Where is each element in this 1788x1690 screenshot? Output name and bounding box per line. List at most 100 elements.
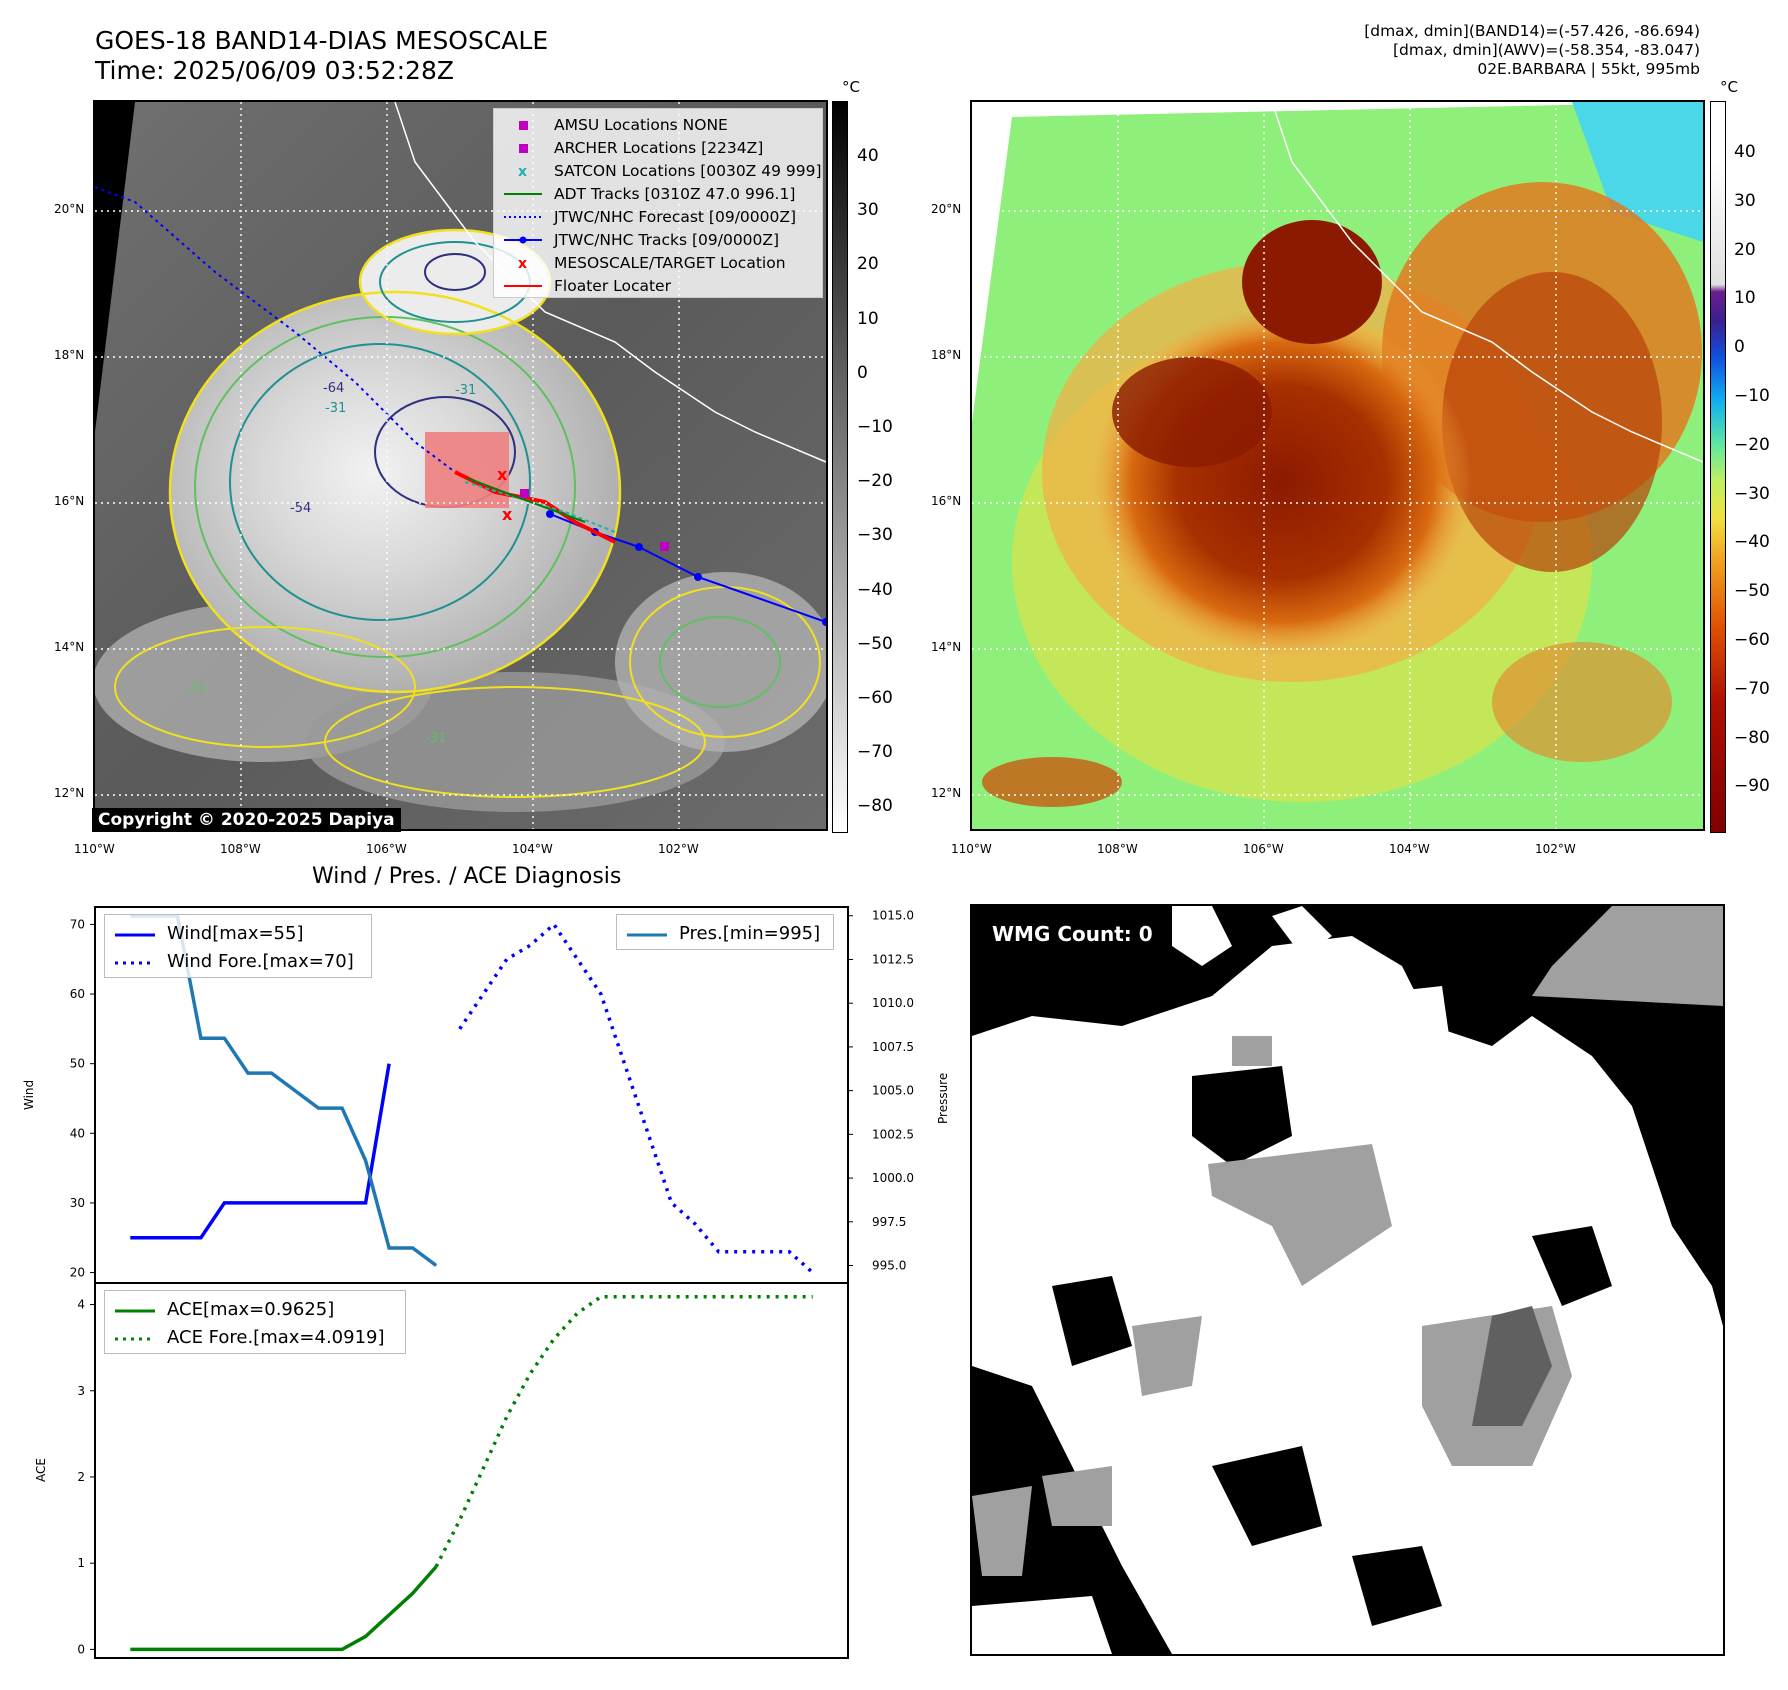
- lat-label: 20°N: [54, 202, 85, 216]
- ir-colorbar-tick: −80: [857, 796, 893, 817]
- awv-colorbar-tick: −40: [1734, 532, 1770, 553]
- svg-text:x: x: [518, 164, 527, 178]
- ir-colorbar-tick: 30: [857, 200, 879, 221]
- contour-label: -31: [455, 383, 476, 398]
- awv-colorbar-unit: °C: [1720, 78, 1738, 96]
- pressure-axis-title: Pressure: [936, 1072, 950, 1124]
- lon-label: 102°W: [1535, 842, 1576, 856]
- lon-label: 110°W: [951, 842, 992, 856]
- awv-colorbar-tick: 40: [1734, 142, 1756, 162]
- legend-item-archer: ARCHER Locations [2234Z]: [502, 136, 814, 159]
- lon-label: 106°W: [1243, 842, 1284, 856]
- ace-legend: ACE[max=0.9625] ACE Fore.[max=4.0919]: [104, 1290, 406, 1354]
- contour-label: -31: [325, 401, 346, 416]
- wind-tick-label: 20: [70, 1266, 85, 1280]
- awv-colorbar-tick: −30: [1734, 483, 1770, 504]
- ace-plot-frame: [94, 1282, 849, 1659]
- pressure-tick-label: 1012.5: [872, 952, 914, 966]
- lon-label: 108°W: [220, 842, 261, 856]
- awv-colorbar-tick: −20: [1734, 434, 1770, 455]
- ir-colorbar-tick: 20: [857, 254, 879, 275]
- contour-label: -31: [185, 681, 206, 696]
- ir-colorbar-tick: −70: [857, 742, 893, 763]
- pressure-tick-label: 1007.5: [872, 1040, 914, 1054]
- svg-text:x: x: [502, 505, 513, 524]
- wind-tick-label: 40: [70, 1126, 85, 1140]
- awv-map-panel: [970, 100, 1705, 831]
- lon-label: 104°W: [1389, 842, 1430, 856]
- wind-tick-label: 30: [70, 1196, 85, 1210]
- legend-item-amsu: AMSU Locations NONE: [502, 113, 814, 136]
- wmg-panel: [970, 904, 1725, 1656]
- ir-colorbar-tick: −40: [857, 579, 893, 600]
- awv-colorbar-tick: −70: [1734, 678, 1770, 699]
- ace-forecast-line: [434, 1295, 813, 1568]
- ace-tick-label: 2: [77, 1470, 85, 1484]
- ace-axis-title: ACE: [34, 1458, 48, 1482]
- legend-item-tracks: JTWC/NHC Tracks [09/0000Z]: [502, 228, 814, 251]
- ir-colorbar-tick: −30: [857, 525, 893, 546]
- wind-axis-title: Wind: [22, 1079, 36, 1110]
- ace-tick-label: 4: [77, 1298, 85, 1312]
- awv-map-image: [972, 102, 1703, 829]
- lon-label: 110°W: [74, 842, 115, 856]
- diagnosis-title: Wind / Pres. / ACE Diagnosis: [312, 864, 622, 889]
- info-awv-range: [dmax, dmin](AWV)=(-58.354, -83.047): [1393, 41, 1700, 59]
- lon-label: 108°W: [1097, 842, 1138, 856]
- legend-wind: Wind[max=55]: [167, 922, 304, 944]
- ir-colorbar-tick: −10: [857, 417, 893, 437]
- lat-label: 12°N: [931, 786, 962, 800]
- legend-item-target: x MESOSCALE/TARGET Location: [518, 253, 786, 272]
- lat-label: 20°N: [931, 202, 962, 216]
- awv-colorbar-tick: −10: [1734, 386, 1770, 406]
- legend-ace-fore: ACE Fore.[max=4.0919]: [167, 1326, 385, 1348]
- ace-tick-label: 3: [77, 1384, 85, 1398]
- lat-label: 16°N: [931, 494, 962, 508]
- svg-text:x: x: [497, 465, 508, 484]
- pressure-tick-label: 995.0: [872, 1259, 906, 1273]
- ir-colorbar-tick: 10: [857, 308, 879, 329]
- legend-item-forecast: JTWC/NHC Forecast [09/0000Z]: [504, 207, 797, 226]
- pressure-tick-label: 1005.0: [872, 1084, 914, 1098]
- awv-colorbar-tick: 20: [1734, 239, 1756, 260]
- awv-colorbar: [1710, 101, 1726, 833]
- map-legend: AMSU Locations NONE ARCHER Locations [22…: [493, 108, 823, 298]
- pressure-tick-label: 1015.0: [872, 909, 914, 923]
- lon-label: 102°W: [658, 842, 699, 856]
- awv-colorbar-tick: −60: [1734, 630, 1770, 650]
- lat-label: 14°N: [54, 640, 85, 654]
- awv-colorbar-tick: −90: [1734, 776, 1770, 797]
- legend-item-floater: Floater Locater: [504, 276, 671, 295]
- pressure-tick-label: 1010.0: [872, 996, 914, 1010]
- contour-label: -31: [425, 731, 446, 746]
- pressure-legend: Pres.[min=995]: [616, 914, 834, 950]
- awv-colorbar-tick: 0: [1734, 337, 1745, 358]
- ir-colorbar-tick: −50: [857, 633, 893, 654]
- wmg-count: WMG Count: 0: [992, 922, 1153, 946]
- ace-line: [130, 1565, 438, 1652]
- wind-legend: Wind[max=55] Wind Fore.[max=70]: [104, 914, 372, 978]
- lat-label: 16°N: [54, 494, 85, 508]
- ir-colorbar-tick: 0: [857, 362, 868, 383]
- legend-wind-fore: Wind Fore.[max=70]: [167, 950, 354, 972]
- pressure-tick-label: 1000.0: [872, 1171, 914, 1185]
- awv-colorbar-tick: −80: [1734, 727, 1770, 748]
- ace-plot: 0 1 2 3 4: [77, 1282, 849, 1659]
- wmg-image: [972, 906, 1723, 1654]
- pressure-tick-label: 997.5: [872, 1215, 906, 1229]
- lat-label: 18°N: [931, 348, 962, 362]
- svg-text:x: x: [518, 256, 527, 270]
- ir-colorbar-unit: °C: [842, 78, 860, 96]
- info-band14-range: [dmax, dmin](BAND14)=(-57.426, -86.694): [1364, 22, 1700, 40]
- chart-title: GOES-18 BAND14-DIAS MESOSCALE: [95, 26, 549, 55]
- lon-label: 104°W: [512, 842, 553, 856]
- chart-time: Time: 2025/06/09 03:52:28Z: [95, 56, 454, 85]
- ir-colorbar-tick: −60: [857, 688, 893, 708]
- ir-colorbar-tick: 40: [857, 146, 879, 166]
- lat-label: 14°N: [931, 640, 962, 654]
- contour-label: -54: [290, 501, 311, 516]
- ir-colorbar: [832, 101, 848, 833]
- ace-tick-label: 1: [77, 1556, 85, 1570]
- wind-tick-label: 70: [70, 917, 85, 931]
